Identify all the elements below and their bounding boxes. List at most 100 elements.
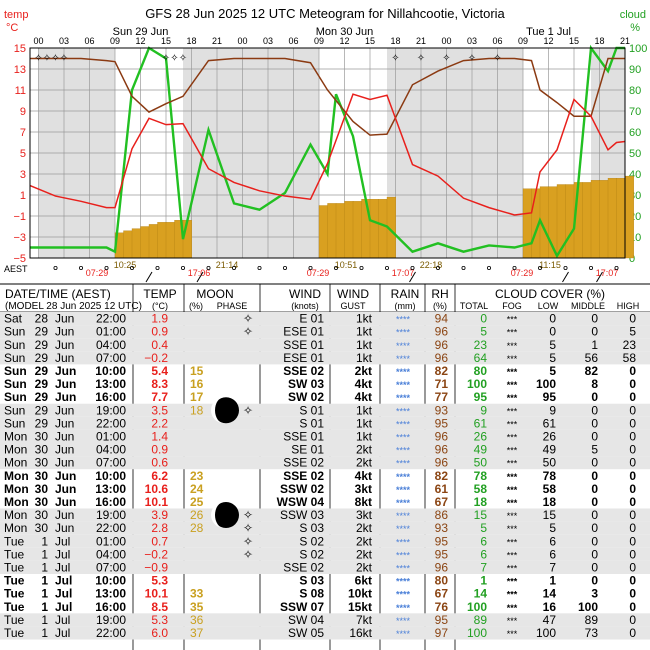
- cell-low: 9: [549, 403, 556, 417]
- row-shade: [0, 613, 650, 627]
- wind-dot-32: [308, 265, 313, 270]
- cell-wind: SSW 03: [280, 508, 324, 522]
- cell-mon: Jun: [55, 521, 74, 535]
- hour-tick-5: 15: [161, 36, 171, 46]
- cell-fog: ***: [507, 498, 518, 508]
- moon-lit-edge-0: [211, 397, 224, 424]
- cell-temp: 8.3: [151, 377, 168, 391]
- cell-high: 0: [629, 312, 636, 326]
- table-row: Mon 30 Jun 16:00 10.1 25 WSW 04 8kt **** 67 18 *** 1…: [4, 495, 636, 509]
- cell-dow: Sun: [4, 416, 25, 430]
- cell-low: 5: [549, 521, 556, 535]
- cell-fog: ***: [507, 564, 518, 574]
- cell-time: 10:00: [95, 364, 126, 378]
- rain-bar-29: [616, 178, 626, 259]
- cell-rain: ****: [396, 498, 411, 508]
- cell-mid: 1: [591, 338, 598, 352]
- cell-gust: 2kt: [356, 534, 373, 548]
- cell-temp: 0.9: [151, 325, 168, 339]
- cell-dow: Sun: [4, 364, 27, 378]
- wind-dot-53: [486, 265, 491, 270]
- table-row: Tue 1 Jul 04:00 −0.2 S 02 2kt **** 95 6 *** 6 0 0 ✧: [0, 547, 650, 561]
- cell-fog: ***: [507, 524, 518, 534]
- cell-day: 1: [41, 534, 48, 548]
- cell-time: 01:00: [96, 430, 126, 444]
- cell-gust: 1kt: [356, 338, 373, 352]
- cell-rain: ****: [396, 354, 411, 364]
- header-model: (MODEL 28 Jun 2025 12 UTC): [5, 301, 142, 312]
- row-shade: [0, 312, 650, 326]
- cell-high: 0: [629, 626, 636, 640]
- cell-rh: 96: [435, 351, 449, 365]
- cell-mid: 82: [585, 364, 599, 378]
- table-row: Tue 1 Jul 16:00 8.5 35 SSW 07 15kt **** 76 100 *** 1…: [4, 600, 636, 614]
- cell-day: 30: [35, 508, 49, 522]
- cell-high: 0: [629, 416, 636, 430]
- cell-mon: Jul: [55, 587, 72, 601]
- cell-rain: ****: [396, 406, 411, 416]
- cloud-axis-unit: %: [630, 22, 640, 34]
- cell-fog: ***: [507, 433, 518, 443]
- temp-axis-unit: °C: [6, 22, 18, 34]
- cell-rh: 61: [435, 482, 449, 496]
- cell-rain: ****: [396, 616, 411, 626]
- rain-bar-14: [361, 199, 371, 259]
- cell-total: 61: [474, 416, 488, 430]
- cell-high: 0: [629, 561, 636, 575]
- row-shade: [0, 534, 650, 548]
- day-label-1: Mon 30 Jun: [316, 26, 373, 38]
- hour-tick-2: 06: [84, 36, 94, 46]
- rain-bar-11: [335, 203, 345, 259]
- row-shade: [0, 626, 650, 640]
- cell-low: 78: [543, 469, 557, 483]
- header-middle: MIDDLE: [571, 301, 605, 311]
- plot-area: −5−3−11357911131501020304050607080901000…: [4, 26, 647, 283]
- cell-mon: Jul: [55, 547, 70, 561]
- cell-wind: ESE 01: [283, 351, 324, 365]
- cell-dow: Sun: [4, 325, 25, 339]
- cell-mid: 5: [591, 443, 598, 457]
- cell-gust: 6kt: [355, 574, 372, 588]
- row-shade: [0, 443, 650, 457]
- hour-tick-13: 15: [365, 36, 375, 46]
- cell-dow: Tue: [4, 561, 25, 575]
- cell-dow: Mon: [4, 443, 27, 457]
- cell-time: 10:00: [95, 469, 126, 483]
- cell-total: 100: [467, 600, 487, 614]
- cell-high: 0: [629, 508, 636, 522]
- rain-bar-6: [165, 222, 175, 259]
- cell-total: 0: [480, 312, 487, 326]
- cell-high: 0: [629, 587, 636, 601]
- table-row: Mon 30 Jun 13:00 10.6 24 SSW 02 3kt **** 61 58 *** 5…: [4, 482, 636, 496]
- clear-night-star-0: ✧: [34, 53, 42, 64]
- cell-wind: SSE 02: [283, 364, 324, 378]
- cell-wind: SW 05: [288, 626, 324, 640]
- rain-bar-30: [624, 175, 634, 259]
- cell-low: 26: [543, 430, 557, 444]
- cell-high: 0: [629, 534, 636, 548]
- cell-day: 1: [41, 547, 48, 561]
- cell-wind: WSW 04: [277, 495, 325, 509]
- clear-night-star-10: ✧: [468, 53, 476, 64]
- cell-gust: 15kt: [348, 600, 372, 614]
- cell-low: 5: [549, 364, 556, 378]
- cell-total: 49: [474, 443, 488, 457]
- y-left-tick-1: −3: [13, 232, 26, 244]
- cell-wind: S 03: [299, 521, 324, 535]
- cell-rh: 67: [435, 495, 449, 509]
- cell-time: 13:00: [95, 587, 126, 601]
- cell-rh: 76: [435, 600, 449, 614]
- cell-dow: Sat: [4, 312, 23, 326]
- table-row: Sun 29 Jun 07:00 −0.2 ESE 01 1kt **** 96 64 *** 5 56…: [0, 351, 650, 365]
- cell-low: 7: [549, 561, 556, 575]
- cell-dow: Tue: [4, 587, 25, 601]
- cell-wind: SSE 01: [283, 430, 324, 444]
- cell-rh: 95: [435, 547, 449, 561]
- cell-moon: 15: [190, 364, 204, 378]
- sun-time-2: 10:51: [335, 260, 358, 270]
- cell-mon: Jun: [55, 508, 74, 522]
- cell-fog: ***: [507, 511, 518, 521]
- cell-mid: 0: [591, 430, 598, 444]
- cell-mid: 0: [591, 534, 598, 548]
- clear-night-star-3: ✧: [60, 53, 68, 64]
